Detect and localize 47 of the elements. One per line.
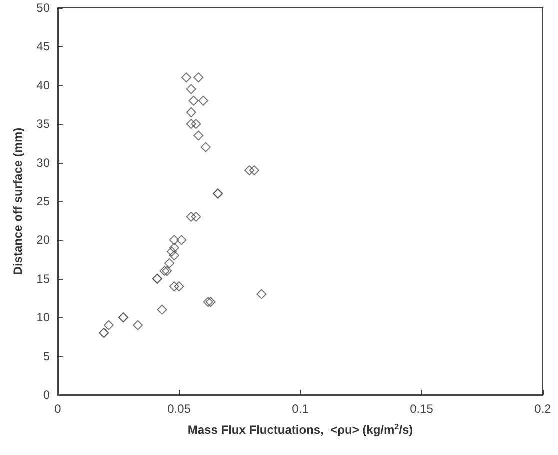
y-axis-title: Distance off surface (mm) bbox=[11, 128, 25, 276]
point bbox=[200, 142, 211, 152]
point bbox=[206, 297, 216, 308]
y-tick-label: 35 bbox=[36, 117, 50, 132]
point bbox=[162, 266, 172, 276]
point bbox=[186, 119, 196, 130]
x-tick-label: 0.15 bbox=[410, 402, 434, 416]
x-tick-label: 0.1 bbox=[292, 402, 310, 416]
point bbox=[249, 166, 260, 176]
point bbox=[188, 96, 199, 106]
x-tick-label: 0.2 bbox=[534, 402, 552, 416]
point bbox=[182, 72, 192, 83]
point bbox=[157, 304, 168, 315]
point bbox=[174, 282, 184, 292]
point bbox=[194, 130, 204, 141]
y-tick-label: 40 bbox=[36, 78, 50, 92]
point bbox=[169, 235, 180, 246]
point bbox=[169, 250, 180, 261]
point bbox=[191, 212, 202, 222]
point bbox=[203, 297, 214, 308]
point bbox=[198, 96, 208, 106]
point bbox=[160, 266, 170, 276]
point bbox=[244, 166, 255, 176]
point bbox=[164, 258, 175, 268]
point bbox=[176, 235, 187, 246]
point bbox=[194, 72, 204, 83]
y-tick-label: 45 bbox=[36, 40, 50, 54]
point bbox=[169, 242, 180, 253]
point bbox=[133, 320, 144, 330]
point bbox=[186, 84, 196, 94]
point bbox=[186, 212, 196, 222]
y-tick-label: 15 bbox=[36, 272, 50, 286]
point bbox=[169, 282, 180, 292]
y-tick-label: 0 bbox=[43, 388, 50, 402]
x-tick-label: 0 bbox=[54, 402, 62, 416]
point bbox=[104, 320, 114, 330]
y-tick-label: 5 bbox=[43, 349, 50, 364]
point bbox=[166, 246, 177, 257]
x-tick-label: 0.05 bbox=[168, 402, 192, 416]
y-tick-label: 20 bbox=[36, 233, 50, 248]
point bbox=[256, 289, 267, 300]
point bbox=[186, 107, 196, 118]
point bbox=[191, 119, 202, 130]
y-tick-label: 10 bbox=[36, 310, 50, 325]
y-tick-label: 30 bbox=[36, 156, 50, 170]
y-tick-label: 25 bbox=[36, 194, 50, 208]
y-tick-label: 50 bbox=[36, 1, 50, 15]
